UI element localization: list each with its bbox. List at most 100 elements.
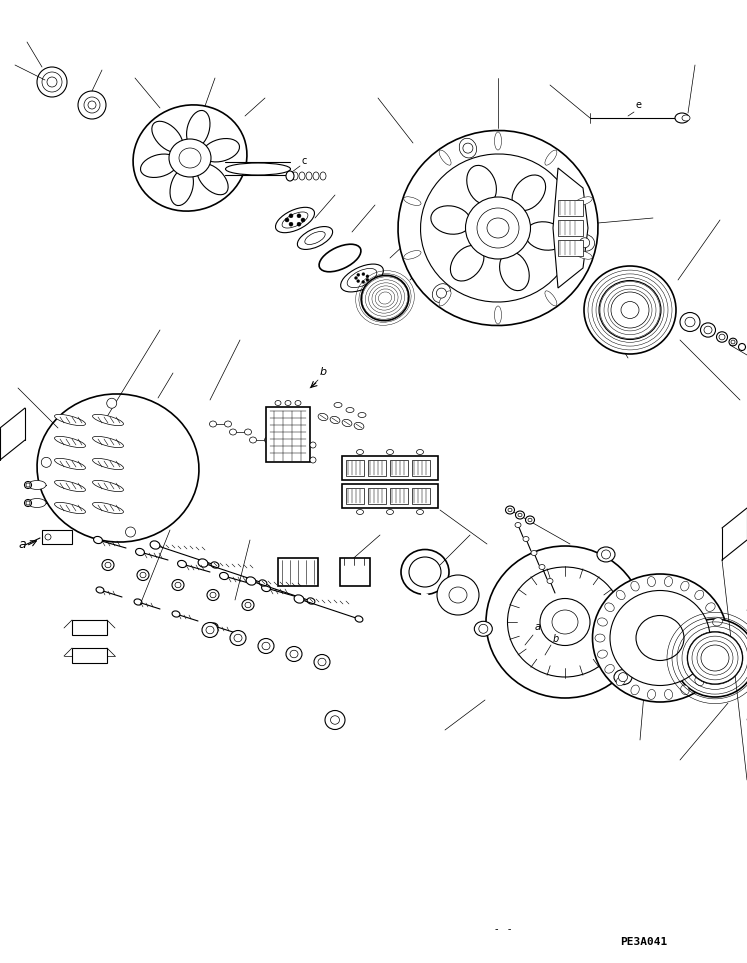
Bar (342, 456, 438, 480)
Ellipse shape (545, 291, 557, 306)
Ellipse shape (421, 154, 575, 302)
Ellipse shape (334, 403, 342, 407)
Ellipse shape (55, 414, 85, 426)
Ellipse shape (330, 416, 340, 424)
Ellipse shape (357, 273, 360, 276)
Circle shape (436, 288, 447, 299)
Ellipse shape (404, 196, 421, 205)
Ellipse shape (310, 457, 316, 463)
Ellipse shape (197, 164, 228, 195)
Ellipse shape (28, 481, 46, 489)
Ellipse shape (55, 436, 85, 448)
Ellipse shape (495, 306, 501, 324)
Ellipse shape (170, 169, 193, 205)
Ellipse shape (465, 197, 530, 259)
Ellipse shape (78, 91, 106, 119)
Ellipse shape (616, 676, 625, 686)
Ellipse shape (313, 172, 319, 180)
Ellipse shape (178, 560, 187, 567)
Ellipse shape (134, 599, 142, 605)
Ellipse shape (515, 511, 524, 519)
Bar (412, 460, 430, 476)
Circle shape (125, 527, 135, 537)
Bar (42, 530, 72, 544)
Ellipse shape (93, 414, 123, 426)
Ellipse shape (93, 436, 123, 448)
Ellipse shape (259, 580, 267, 586)
Ellipse shape (137, 569, 149, 581)
Ellipse shape (346, 407, 354, 412)
Bar (558, 240, 583, 256)
Ellipse shape (630, 582, 639, 591)
Ellipse shape (282, 212, 308, 228)
Ellipse shape (319, 245, 361, 272)
Ellipse shape (687, 632, 743, 684)
Text: -   -: - - (495, 924, 512, 934)
Ellipse shape (664, 577, 672, 586)
Ellipse shape (290, 650, 298, 658)
Ellipse shape (695, 676, 704, 686)
Ellipse shape (26, 483, 30, 487)
Bar (368, 460, 386, 476)
Ellipse shape (404, 250, 421, 259)
Ellipse shape (506, 506, 515, 514)
Ellipse shape (706, 664, 715, 673)
Ellipse shape (701, 645, 729, 671)
Ellipse shape (575, 196, 592, 205)
Ellipse shape (342, 419, 352, 427)
Ellipse shape (55, 503, 85, 513)
Ellipse shape (595, 634, 605, 642)
Ellipse shape (286, 646, 302, 662)
Ellipse shape (716, 332, 728, 342)
Ellipse shape (93, 503, 123, 513)
Ellipse shape (295, 401, 301, 405)
Ellipse shape (230, 631, 246, 645)
Ellipse shape (289, 214, 293, 218)
Ellipse shape (525, 516, 535, 524)
Ellipse shape (706, 603, 715, 612)
Ellipse shape (37, 67, 67, 97)
Ellipse shape (474, 621, 492, 637)
Ellipse shape (386, 509, 394, 514)
Ellipse shape (150, 541, 160, 549)
Ellipse shape (584, 266, 676, 354)
Ellipse shape (592, 574, 728, 702)
Ellipse shape (574, 234, 595, 251)
Ellipse shape (140, 154, 178, 177)
Ellipse shape (540, 598, 590, 645)
Bar (558, 220, 583, 236)
Bar (558, 200, 583, 216)
Ellipse shape (47, 77, 57, 87)
Ellipse shape (433, 284, 450, 302)
Ellipse shape (318, 413, 328, 421)
Ellipse shape (133, 105, 247, 211)
Ellipse shape (209, 421, 217, 427)
Ellipse shape (347, 269, 376, 288)
Ellipse shape (356, 450, 364, 455)
Ellipse shape (449, 587, 467, 603)
Ellipse shape (285, 218, 289, 222)
Ellipse shape (636, 615, 684, 661)
Ellipse shape (306, 172, 312, 180)
Ellipse shape (93, 536, 102, 543)
Ellipse shape (297, 214, 301, 218)
Ellipse shape (431, 206, 471, 234)
Bar (72, 648, 107, 663)
Bar (340, 558, 370, 586)
Ellipse shape (386, 450, 394, 455)
Ellipse shape (477, 208, 519, 248)
Ellipse shape (648, 690, 656, 699)
Bar (342, 484, 438, 508)
Text: c: c (302, 156, 307, 166)
Ellipse shape (242, 600, 254, 611)
Bar (368, 488, 386, 504)
Ellipse shape (187, 111, 210, 147)
Ellipse shape (500, 252, 529, 291)
Ellipse shape (244, 429, 252, 435)
Ellipse shape (93, 481, 123, 492)
Ellipse shape (26, 501, 30, 505)
Ellipse shape (616, 590, 625, 600)
Ellipse shape (439, 150, 451, 166)
Ellipse shape (525, 221, 565, 250)
Ellipse shape (264, 437, 271, 443)
